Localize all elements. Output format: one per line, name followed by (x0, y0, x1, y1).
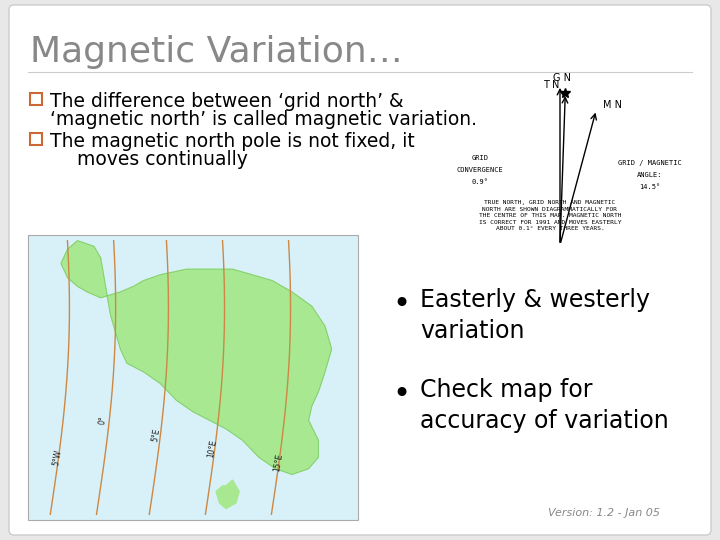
Text: The difference between ‘grid north’ &: The difference between ‘grid north’ & (50, 92, 404, 111)
Text: Easterly & westerly
variation: Easterly & westerly variation (420, 288, 650, 343)
Polygon shape (61, 241, 332, 475)
Text: •: • (392, 380, 410, 409)
Text: The magnetic north pole is not fixed, it: The magnetic north pole is not fixed, it (50, 132, 415, 151)
Text: Version: 1.2 - Jan 05: Version: 1.2 - Jan 05 (548, 508, 660, 518)
Text: 0°: 0° (97, 415, 108, 426)
Bar (30, 93, 42, 105)
Text: ‘magnetic north’ is called magnetic variation.: ‘magnetic north’ is called magnetic vari… (50, 110, 477, 129)
Text: 15°E: 15°E (272, 453, 284, 472)
Text: T N: T N (543, 80, 559, 90)
Text: •: • (392, 290, 410, 319)
Text: GRID / MAGNETIC: GRID / MAGNETIC (618, 160, 682, 166)
Text: CONVERGENCE: CONVERGENCE (456, 167, 503, 173)
Text: 5°W: 5°W (51, 449, 63, 466)
Polygon shape (216, 480, 239, 509)
FancyBboxPatch shape (9, 5, 711, 535)
Text: ANGLE:: ANGLE: (637, 172, 662, 178)
Text: 5°E: 5°E (150, 427, 161, 442)
Bar (30, 133, 42, 145)
Text: 10°E: 10°E (206, 439, 218, 458)
Text: moves continually: moves continually (65, 150, 248, 169)
Text: 14.5°: 14.5° (639, 184, 661, 190)
Text: 0.9°: 0.9° (472, 179, 488, 185)
Text: Check map for
accuracy of variation: Check map for accuracy of variation (420, 378, 669, 433)
Text: Magnetic Variation…: Magnetic Variation… (30, 35, 402, 69)
Text: TRUE NORTH, GRID NORTH AND MAGNETIC
NORTH ARE SHOWN DIAGRAMMATICALLY FOR
THE CEN: TRUE NORTH, GRID NORTH AND MAGNETIC NORT… (479, 200, 621, 232)
Text: M N: M N (603, 100, 622, 110)
Text: G N: G N (553, 73, 571, 83)
Bar (28, 235, 358, 520)
Text: GRID: GRID (472, 155, 488, 161)
